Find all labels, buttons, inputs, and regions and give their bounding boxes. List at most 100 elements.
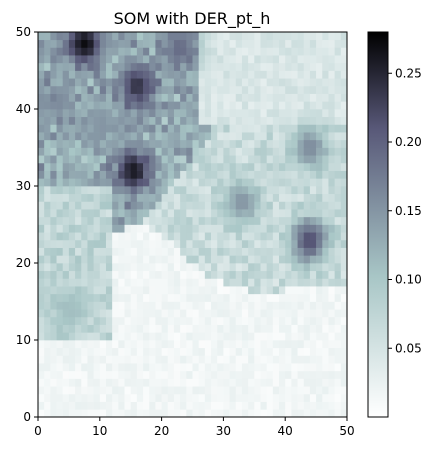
heatmap-cell <box>192 355 200 364</box>
heatmap-cell <box>198 247 206 256</box>
heatmap-cell <box>211 340 218 349</box>
heatmap-cell <box>322 47 329 56</box>
heatmap-cell <box>68 255 76 264</box>
heatmap-cell <box>167 70 175 79</box>
heatmap-cell <box>266 209 274 218</box>
heatmap-cell <box>260 186 268 195</box>
heatmap-cell <box>297 78 305 87</box>
heatmap-cell <box>118 293 125 302</box>
heatmap-cell <box>99 201 107 210</box>
heatmap-cell <box>161 93 169 102</box>
heatmap-cell <box>322 170 329 179</box>
heatmap-cell <box>173 355 181 364</box>
heatmap-cell <box>62 101 70 110</box>
heatmap-cell <box>112 224 119 233</box>
heatmap-cell <box>316 232 323 241</box>
heatmap-cell <box>124 85 132 94</box>
heatmap-cell <box>93 62 101 71</box>
heatmap-cell <box>50 263 57 272</box>
heatmap-cell <box>254 147 261 156</box>
heatmap-cell <box>143 393 150 402</box>
heatmap-cell <box>105 355 113 364</box>
heatmap-cell <box>173 70 181 79</box>
heatmap-cell <box>130 193 138 202</box>
heatmap-cell <box>217 401 224 410</box>
heatmap-cell <box>75 78 82 87</box>
heatmap-cell <box>340 32 348 41</box>
heatmap-cell <box>241 101 249 110</box>
heatmap-cell <box>285 93 292 102</box>
heatmap-cell <box>143 263 150 272</box>
heatmap-cell <box>68 286 76 295</box>
heatmap-cell <box>260 255 268 264</box>
heatmap-cell <box>192 224 200 233</box>
heatmap-cell <box>50 155 57 164</box>
heatmap-cell <box>180 409 187 418</box>
heatmap-cell <box>328 201 335 210</box>
heatmap-cell <box>316 93 323 102</box>
heatmap-cell <box>149 70 156 79</box>
heatmap-cell <box>130 216 138 225</box>
heatmap-cell <box>279 147 286 156</box>
heatmap-cell <box>192 39 200 48</box>
heatmap-cell <box>328 239 335 248</box>
heatmap-cell <box>309 301 317 310</box>
heatmap-cell <box>161 109 169 118</box>
heatmap-cell <box>161 32 169 41</box>
heatmap-cell <box>229 116 237 125</box>
heatmap-cell <box>167 309 175 318</box>
heatmap-cell <box>340 370 348 379</box>
heatmap-cell <box>81 232 88 241</box>
heatmap-cell <box>254 124 261 133</box>
heatmap-cell <box>105 216 113 225</box>
heatmap-cell <box>279 170 286 179</box>
heatmap-cell <box>285 324 292 333</box>
heatmap-cell <box>229 332 237 341</box>
heatmap-cell <box>93 55 101 64</box>
heatmap-cell <box>266 278 274 287</box>
heatmap-cell <box>334 386 342 395</box>
heatmap-cell <box>75 85 82 94</box>
heatmap-cell <box>241 32 249 41</box>
heatmap-cell <box>50 293 57 302</box>
heatmap-cell <box>124 47 132 56</box>
heatmap-cell <box>149 224 156 233</box>
heatmap-cell <box>99 124 107 133</box>
heatmap-cell <box>50 55 57 64</box>
heatmap-cell <box>285 109 292 118</box>
heatmap-cell <box>204 209 212 218</box>
heatmap-cell <box>272 332 280 341</box>
heatmap-cell <box>340 270 348 279</box>
heatmap-cell <box>62 386 70 395</box>
heatmap-cell <box>303 286 311 295</box>
heatmap-cell <box>180 101 187 110</box>
heatmap-cell <box>303 162 311 171</box>
heatmap-cell <box>81 316 88 325</box>
heatmap-cell <box>309 124 317 133</box>
heatmap-cell <box>44 186 51 195</box>
heatmap-cell <box>192 139 200 148</box>
heatmap-cell <box>124 124 132 133</box>
heatmap-cell <box>297 232 305 241</box>
heatmap-cell <box>229 401 237 410</box>
heatmap-cell <box>130 124 138 133</box>
heatmap-cell <box>155 255 162 264</box>
heatmap-cell <box>266 116 274 125</box>
heatmap-cell <box>62 78 70 87</box>
heatmap-cell <box>44 162 51 171</box>
heatmap-cell <box>75 39 82 48</box>
heatmap-cell <box>118 139 125 148</box>
heatmap-cell <box>291 263 298 272</box>
heatmap-cell <box>87 93 94 102</box>
heatmap-cell <box>118 178 125 187</box>
heatmap-cell <box>229 201 237 210</box>
heatmap-cell <box>266 386 274 395</box>
heatmap-cell <box>68 293 76 302</box>
heatmap-cell <box>155 393 162 402</box>
heatmap-cell <box>38 201 45 210</box>
heatmap-cell <box>285 316 292 325</box>
heatmap-cell <box>118 132 125 141</box>
heatmap-cell <box>192 301 200 310</box>
heatmap-cell <box>266 39 274 48</box>
heatmap-cell <box>167 247 175 256</box>
